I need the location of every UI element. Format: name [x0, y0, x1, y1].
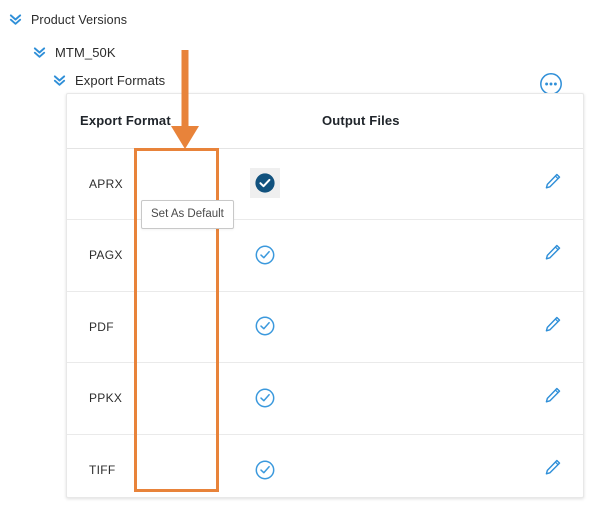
- pencil-icon[interactable]: [543, 315, 562, 334]
- check-circle-outline-icon: [255, 316, 274, 336]
- cell-output-files: [322, 434, 522, 506]
- table-row: TIFF: [67, 434, 583, 506]
- check-circle-outline-icon: [255, 245, 274, 265]
- table-row: PAGX: [67, 219, 583, 292]
- pencil-icon[interactable]: [543, 172, 562, 191]
- cell-set-default: [207, 434, 322, 506]
- table-header-row: Export Format Output Files: [67, 94, 583, 149]
- double-chevron-down-icon[interactable]: [32, 45, 47, 60]
- column-header-export-format: Export Format: [67, 94, 207, 149]
- column-header-edit: [522, 94, 583, 149]
- tree-node-label: Product Versions: [31, 12, 128, 27]
- cell-output-files: [322, 291, 522, 363]
- cell-edit: [522, 362, 583, 435]
- pencil-icon[interactable]: [543, 386, 562, 405]
- tree-node-label: MTM_50K: [55, 45, 116, 60]
- cell-export-format: PAGX: [67, 219, 207, 292]
- cell-output-files: [322, 362, 522, 435]
- check-circle-outline-icon: [255, 388, 274, 408]
- cell-export-format: PPKX: [67, 362, 207, 435]
- cell-set-default: [207, 219, 322, 292]
- cell-edit: [522, 219, 583, 292]
- table-header: Export Format Output Files: [67, 94, 583, 149]
- cell-output-files: [322, 148, 522, 220]
- cell-export-format: PDF: [67, 291, 207, 363]
- cell-edit: [522, 291, 583, 363]
- set-default-toggle-tiff[interactable]: [250, 455, 280, 485]
- set-default-toggle-pagx[interactable]: [250, 240, 280, 270]
- cell-edit: [522, 148, 583, 220]
- cell-set-default: [207, 362, 322, 435]
- cell-export-format: TIFF: [89, 463, 116, 477]
- table-row: PPKX: [67, 362, 583, 435]
- set-default-toggle-ppkx[interactable]: [250, 383, 280, 413]
- double-chevron-down-icon[interactable]: [52, 73, 67, 88]
- column-header-set-default: [207, 94, 322, 149]
- tree-node-export-formats[interactable]: Export Formats: [52, 73, 165, 88]
- cell-output-files: [322, 219, 522, 292]
- export-formats-card: Export Format Output Files APRX: [66, 93, 584, 498]
- export-formats-table: Export Format Output Files APRX: [67, 94, 583, 506]
- tree-node-mtm-50k[interactable]: MTM_50K: [32, 45, 116, 60]
- set-default-toggle-aprx[interactable]: [249, 168, 280, 199]
- pencil-icon[interactable]: [543, 458, 562, 477]
- cell-set-default: [207, 291, 322, 363]
- check-circle-filled-icon: [254, 173, 275, 193]
- set-default-toggle-pdf[interactable]: [250, 311, 280, 341]
- tree-node-product-versions[interactable]: Product Versions: [8, 12, 127, 27]
- double-chevron-down-icon[interactable]: [8, 12, 23, 27]
- check-circle-outline-icon: [255, 460, 274, 479]
- column-header-output-files: Output Files: [322, 94, 522, 149]
- cell-edit: [522, 434, 583, 506]
- table-row: PDF: [67, 291, 583, 363]
- pencil-icon[interactable]: [543, 243, 562, 262]
- set-as-default-tooltip: Set As Default: [141, 200, 234, 229]
- tree-node-label: Export Formats: [75, 73, 166, 88]
